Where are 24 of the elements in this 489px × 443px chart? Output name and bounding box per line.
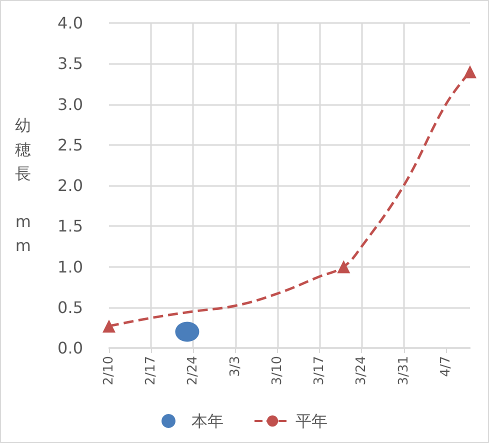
- y-tick-label: 4.0: [58, 14, 83, 32]
- y-tick-label: 2.0: [58, 176, 83, 195]
- point: [464, 65, 476, 78]
- x-tick-label: 4/7: [438, 356, 454, 377]
- y-tick-label: 2.5: [58, 135, 83, 154]
- x-tick-label: 3/17: [312, 356, 328, 386]
- y-tick-label: 1.5: [58, 216, 83, 236]
- y-tick-label: 3.5: [58, 54, 83, 74]
- x-tick-label: 2/24: [186, 356, 201, 386]
- x-tick-label: 3/3: [228, 356, 243, 377]
- legend-label: 本年: [192, 412, 224, 430]
- x-tick-label: 2/10: [102, 356, 116, 386]
- x-tick-label: 3/24: [354, 356, 370, 386]
- x-tick-label: 2/17: [144, 356, 159, 386]
- y-tick-label: 1.0: [58, 257, 83, 276]
- x-tick-label: 3/31: [396, 356, 412, 386]
- y-tick-label: 3.0: [58, 94, 83, 114]
- y-tick-label: 0.5: [58, 298, 83, 317]
- text: 幼穂長 mm: [15, 116, 31, 255]
- point: [175, 322, 200, 342]
- x-tick-label: 3/10: [270, 356, 285, 386]
- y-tick-label: 0.0: [58, 338, 83, 358]
- point: [102, 320, 116, 333]
- legend-label: 平年: [296, 412, 328, 430]
